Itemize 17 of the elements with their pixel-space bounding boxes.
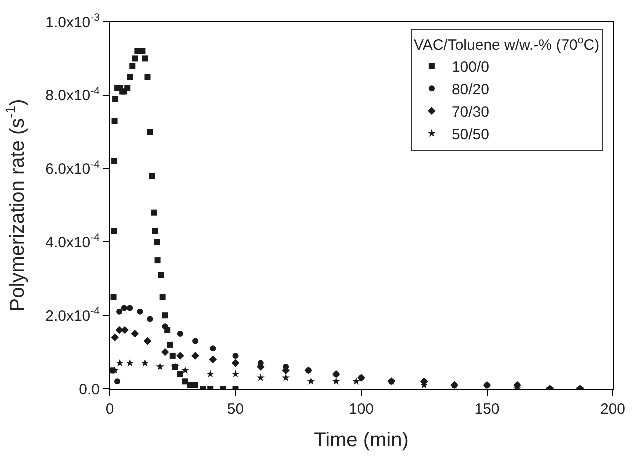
legend-label: 80/20 bbox=[452, 81, 490, 98]
x-axis-title: Time (min) bbox=[314, 430, 409, 452]
y-tick-label: 8.0x10$^{-4}$ bbox=[46, 85, 100, 105]
x-tick-label: 50 bbox=[227, 401, 244, 418]
y-tick-label: 4.0x10$^{-4}$ bbox=[46, 232, 100, 252]
y-tick-label: 2.0x10$^{-4}$ bbox=[46, 306, 100, 325]
legend-label: 70/30 bbox=[452, 104, 490, 121]
x-tick-label: 0 bbox=[106, 401, 114, 418]
y-tick-label: 6.0x10$^{-4}$ bbox=[46, 158, 100, 178]
legend-label: 50/50 bbox=[452, 126, 490, 144]
legend-label: 100/0 bbox=[452, 58, 490, 76]
x-tick-label: 200 bbox=[600, 401, 626, 418]
y-tick-label: 1.0x10$^{-3}$ bbox=[46, 12, 100, 32]
x-tick-label: 100 bbox=[348, 401, 374, 418]
x-tick-label: 150 bbox=[474, 401, 500, 418]
y-tick-label: 0.0 bbox=[79, 381, 100, 398]
legend-title: VAC/Toluene w/w.-% (70$^{o}$C) bbox=[414, 34, 600, 54]
